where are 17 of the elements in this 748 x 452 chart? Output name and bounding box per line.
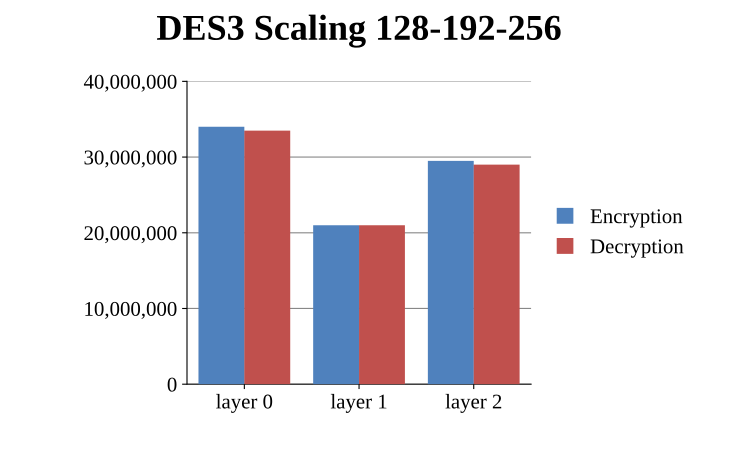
bar xyxy=(244,130,290,384)
y-tick-label: 0 xyxy=(168,378,176,392)
y-tick-label: 20,000,000 xyxy=(84,226,176,244)
x-tick-label: layer 1 xyxy=(330,394,386,413)
y-tick-label: 40,000,000 xyxy=(84,74,176,92)
bar xyxy=(313,225,360,384)
bar xyxy=(198,126,244,384)
legend-label: Encryption xyxy=(590,209,682,228)
bar xyxy=(428,160,474,384)
x-tick-label: layer 0 xyxy=(216,394,272,413)
chart-title: DES3 Scaling 128-192-256 xyxy=(157,14,561,48)
x-tick-label: layer 2 xyxy=(446,394,502,413)
y-tick-label: 30,000,000 xyxy=(84,150,176,168)
bar xyxy=(359,225,405,384)
legend-label: Decryption xyxy=(590,239,684,258)
bar xyxy=(474,164,520,384)
y-tick-label: 10,000,000 xyxy=(85,302,176,319)
